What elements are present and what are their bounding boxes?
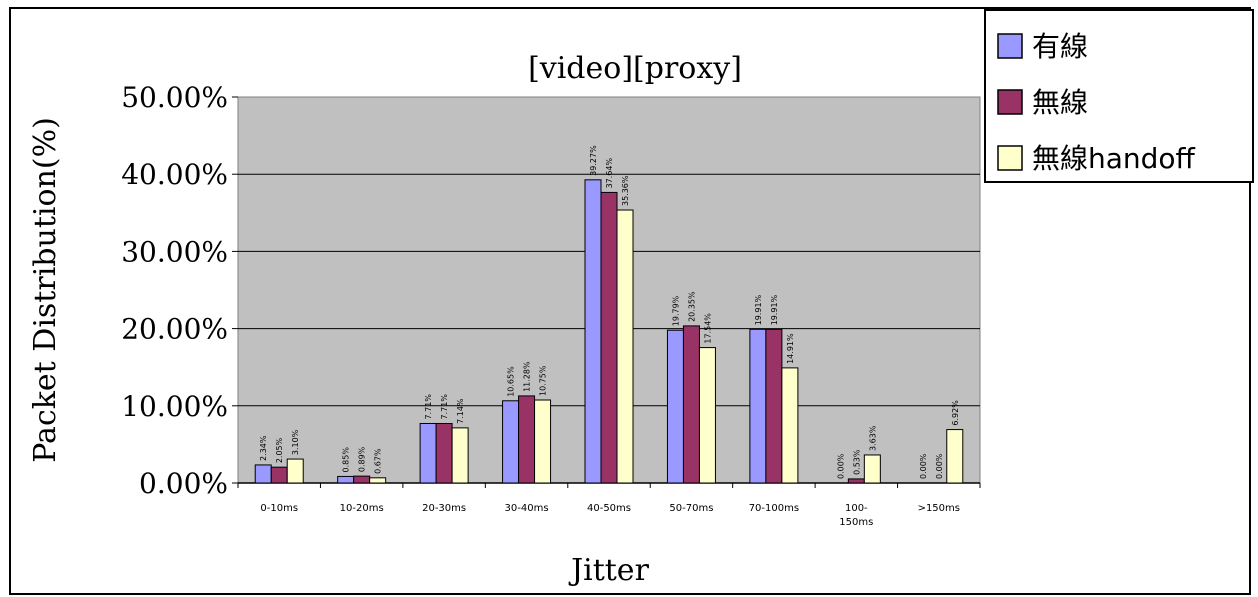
data-labels: 2.34% 2.05% 3.10% 0.85% 0.89% 0.67% 7.71% 7.71%…	[259, 145, 960, 479]
bar	[847, 478, 865, 484]
data-label: 19.79%	[671, 295, 680, 326]
data-label: 0.00%	[836, 453, 845, 479]
y-tick-label: 0.00%	[139, 467, 228, 500]
x-tick-label: 20-30ms	[422, 503, 466, 514]
bar	[682, 325, 700, 484]
data-label: 7.71%	[424, 394, 433, 420]
data-label: 0.67%	[374, 448, 383, 474]
data-label: 17.54%	[703, 313, 712, 344]
chart-title: [video][proxy]	[528, 51, 742, 86]
legend-swatch	[997, 33, 1023, 59]
bar	[616, 209, 634, 484]
data-label: 11.28%	[523, 361, 532, 392]
bar	[451, 427, 469, 484]
bar	[946, 429, 964, 484]
bar	[698, 347, 716, 484]
x-tick-label: 40-50ms	[587, 503, 631, 514]
y-tick-label: 10.00%	[121, 390, 228, 423]
bar	[749, 328, 767, 484]
data-label: 0.85%	[342, 447, 351, 473]
data-label: 7.14%	[456, 398, 465, 424]
x-tick-label: 0-10ms	[260, 503, 298, 514]
data-label: 0.00%	[935, 453, 944, 479]
data-label: 14.91%	[786, 333, 795, 364]
data-label: 2.05%	[275, 437, 284, 463]
bar	[286, 458, 304, 484]
x-tick-label: 70-100ms	[749, 503, 799, 514]
data-label: 0.89%	[358, 446, 367, 472]
data-label: 0.00%	[919, 453, 928, 479]
data-label: 37.64%	[605, 158, 614, 189]
x-tick-label: 150ms	[839, 517, 873, 528]
data-label: 39.27%	[589, 145, 598, 176]
bars	[254, 179, 964, 484]
bar	[369, 477, 387, 484]
x-tick-label: 10-20ms	[340, 503, 384, 514]
bar	[765, 328, 783, 484]
legend-label: 無線	[1032, 86, 1088, 119]
data-label: 3.10%	[291, 429, 300, 455]
legend-swatch	[997, 145, 1023, 171]
x-axis-tick-labels: 0-10ms 10-20ms 20-30ms 30-40ms 40-50ms 50-70m…	[237, 483, 981, 528]
data-label: 20.35%	[687, 291, 696, 322]
data-label: 3.63%	[868, 425, 877, 451]
bar	[781, 367, 799, 484]
data-label: 0.53%	[852, 449, 861, 475]
bar	[419, 422, 437, 484]
legend-box	[984, 9, 1254, 183]
data-label: 19.91%	[770, 294, 779, 325]
bar	[435, 422, 453, 484]
bar	[502, 400, 520, 484]
x-tick-label: 100-	[845, 503, 868, 514]
y-tick-label: 20.00%	[121, 313, 228, 346]
legend-swatch	[997, 89, 1023, 115]
data-label: 10.75%	[539, 365, 548, 396]
legend-label: 無線handoff	[1032, 142, 1196, 175]
bar	[863, 454, 881, 484]
data-label: 19.91%	[754, 294, 763, 325]
x-axis-title: Jitter	[568, 553, 649, 588]
bar	[584, 179, 602, 484]
bar	[353, 475, 371, 484]
bar	[254, 464, 272, 484]
data-label: 35.36%	[621, 175, 630, 206]
x-tick-label: 30-40ms	[505, 503, 549, 514]
bar	[534, 399, 552, 484]
x-tick-label: 50-70ms	[669, 503, 713, 514]
legend-label: 有線	[1032, 30, 1088, 63]
y-tick-label: 40.00%	[121, 158, 228, 191]
y-axis-title: Packet Distribution(%)	[28, 117, 63, 463]
bar	[600, 191, 618, 484]
data-label: 7.71%	[440, 394, 449, 420]
x-tick-label: >150ms	[918, 503, 960, 514]
bar	[518, 395, 536, 484]
data-label: 10.65%	[507, 366, 516, 397]
bar	[337, 475, 355, 484]
y-tick-label: 30.00%	[121, 235, 228, 268]
data-label: 2.34%	[259, 435, 268, 461]
y-tick-label: 50.00%	[121, 81, 228, 114]
data-label: 6.92%	[951, 400, 960, 426]
bar	[270, 466, 288, 484]
y-axis-ticks: 0.00% 10.00% 20.00% 30.00% 40.00% 50.00%	[121, 81, 238, 500]
bar	[666, 329, 684, 484]
